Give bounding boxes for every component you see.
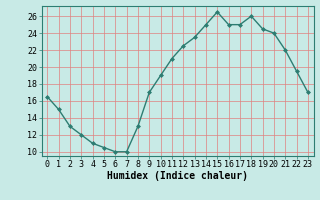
X-axis label: Humidex (Indice chaleur): Humidex (Indice chaleur) bbox=[107, 171, 248, 181]
